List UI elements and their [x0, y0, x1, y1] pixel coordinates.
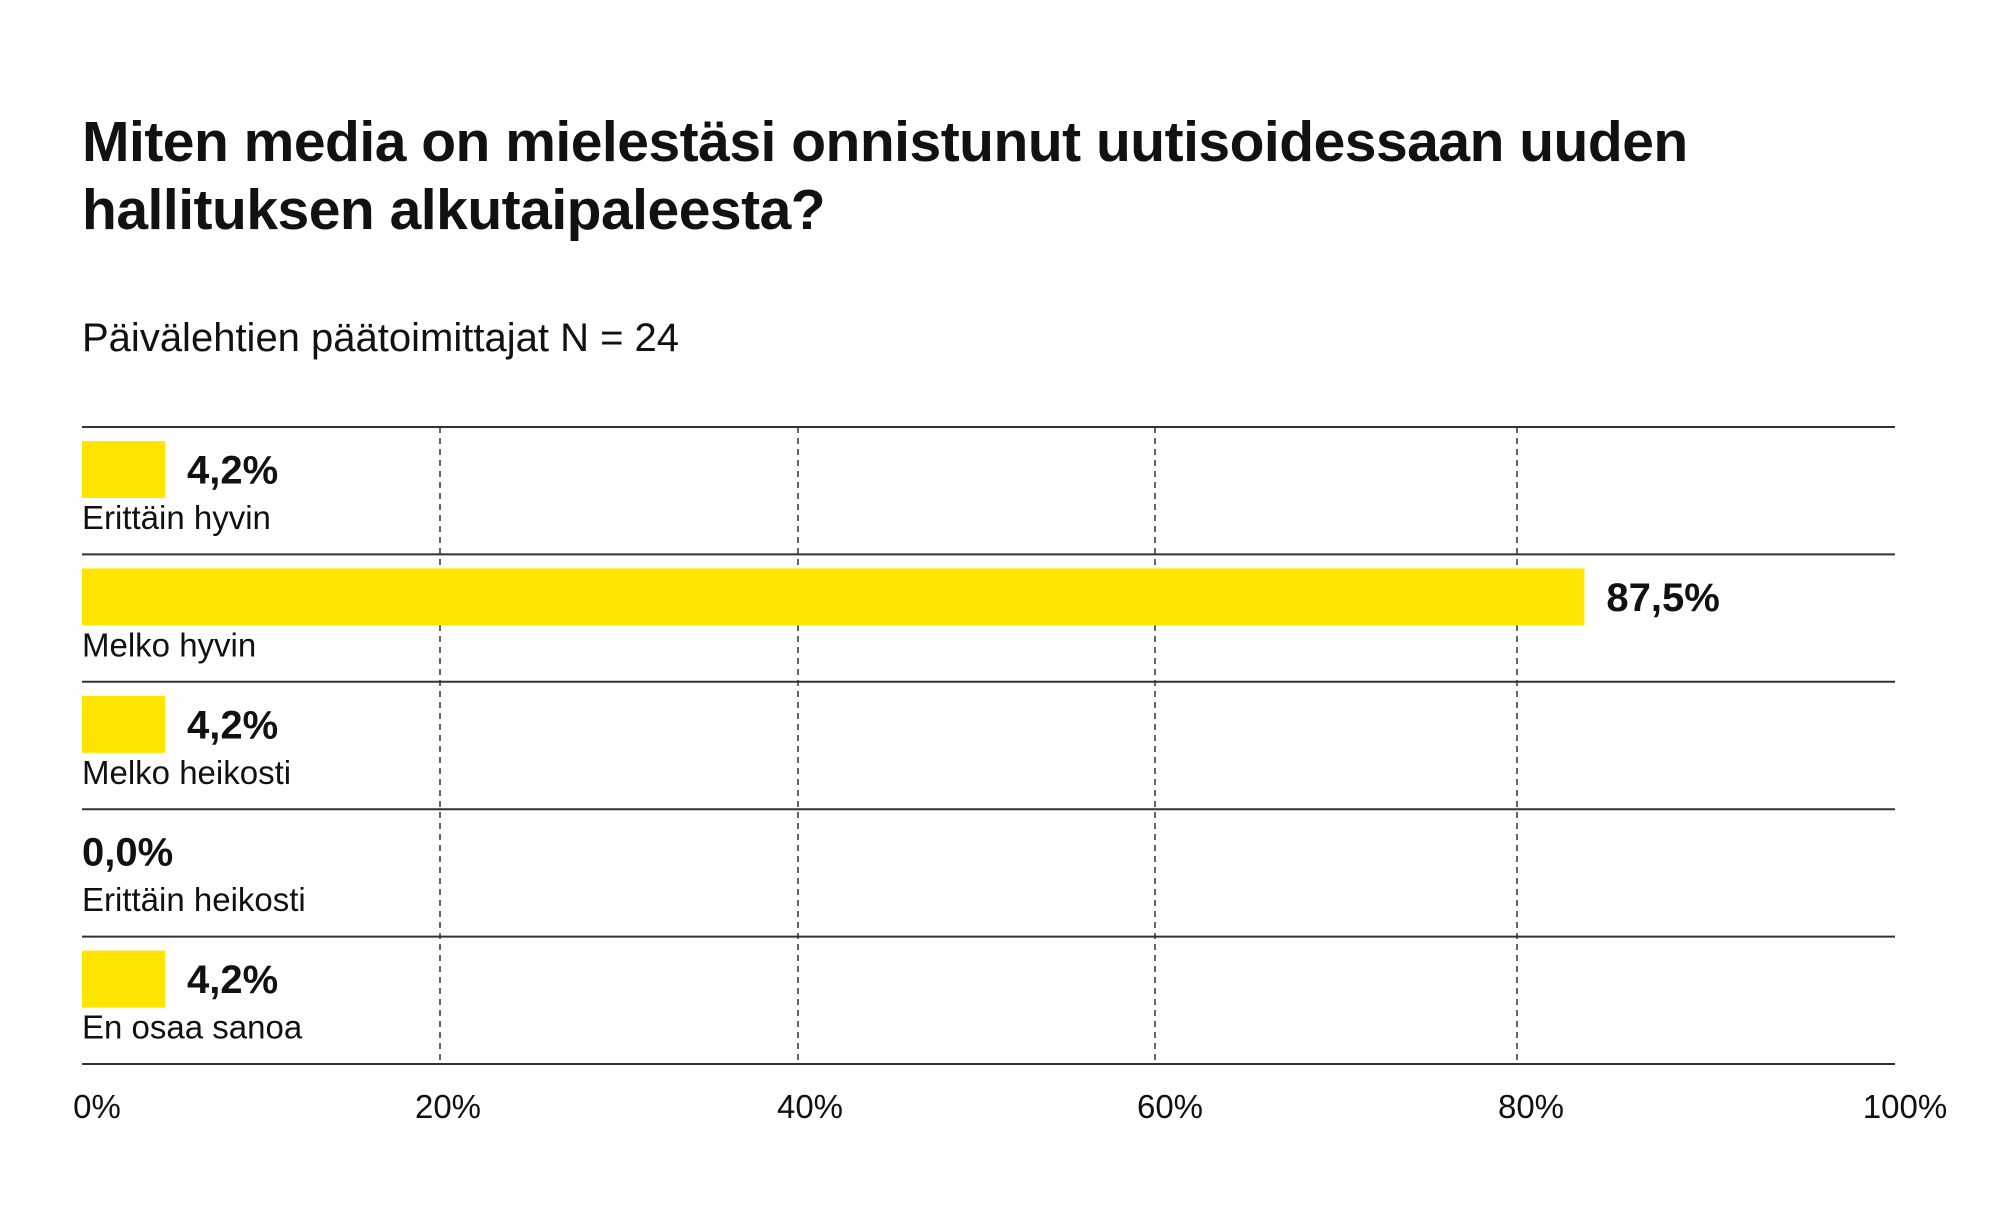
bar: [82, 568, 1585, 626]
data-label: 0,0%: [82, 831, 173, 875]
category-label: En osaa sanoa: [82, 1009, 303, 1046]
bar: [82, 441, 165, 498]
x-tick-label: 60%: [1137, 1088, 1203, 1125]
bar: [82, 695, 165, 753]
bar: [82, 950, 165, 1008]
category-label: Erittäin hyvin: [82, 499, 271, 536]
x-tick-label: 0%: [73, 1088, 121, 1125]
x-tick-label: 20%: [415, 1088, 481, 1125]
data-label: 87,5%: [1606, 576, 1719, 620]
x-tick-label: 40%: [777, 1088, 843, 1125]
category-label: Melko hyvin: [82, 626, 256, 663]
x-tick-label: 80%: [1498, 1088, 1564, 1125]
chart-subtitle: Päivälehtien päätoimittajat N = 24: [82, 316, 680, 360]
x-tick-label: 100%: [1863, 1088, 1947, 1125]
chart-title: Miten media on mielestäsi onnistunut uut…: [82, 110, 1688, 242]
data-label: 4,2%: [187, 703, 278, 747]
data-label: 4,2%: [187, 958, 278, 1002]
category-label: Melko heikosti: [82, 754, 291, 791]
data-label: 4,2%: [187, 449, 278, 493]
category-label: Erittäin heikosti: [82, 881, 306, 918]
